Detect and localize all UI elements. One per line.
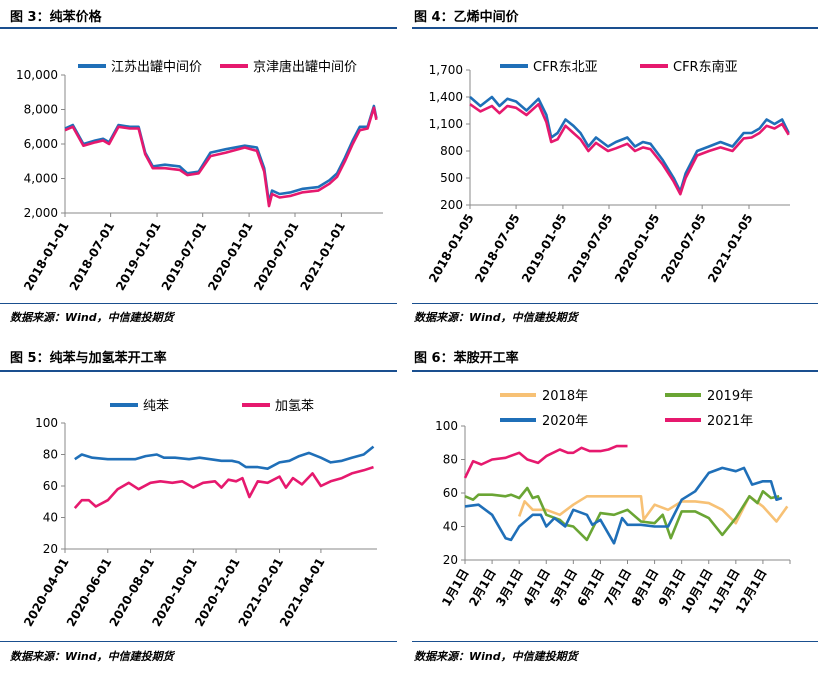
y-tick-label: 200 <box>440 198 463 212</box>
legend-label: 2021年 <box>707 414 753 429</box>
y-tick-label: 1,400 <box>429 90 463 104</box>
chart-ethylene-price: 200 500 800 1,100 1,400 1,700 2018-01-052018-0… <box>426 59 790 285</box>
y-tick-label: 40 <box>443 520 458 534</box>
x-tick-label: 2020-07-05 <box>658 212 709 285</box>
mid2-rule-left <box>0 370 397 372</box>
x-tick-label: 2020-08-01 <box>107 556 158 629</box>
y-tick-label: 1,100 <box>429 117 463 131</box>
series-line <box>469 102 790 196</box>
source-note-2: 数据来源：Wind，中信建投期货 <box>414 311 578 324</box>
mid-rule-left <box>0 303 397 304</box>
y-tick-label: 500 <box>440 171 463 185</box>
top-rule-right <box>412 27 818 29</box>
series-line <box>464 486 780 542</box>
legend-label: 加氢苯 <box>275 399 314 414</box>
x-tick-label: 2018-07-05 <box>472 212 523 285</box>
top-rule-left <box>0 27 397 29</box>
x-tick-label: 2020-10-01 <box>149 556 200 629</box>
chart-title-6: 图 6：苯胺开工率 <box>414 351 519 366</box>
legend-label: 京津唐出罐中间价 <box>253 59 357 75</box>
x-tick-label: 2020-12-01 <box>192 556 243 629</box>
chart-aniline-operating-rate: 204060801001月1日2月1日3月1日4月1日5月1日6月1日7月1日8… <box>435 389 791 616</box>
series-line <box>463 444 628 479</box>
source-note-3: 数据来源：Wind，中信建投期货 <box>10 650 174 663</box>
chart-benzene-price: 2,000 4,000 6,000 8,000 10,000 2018-01-012018… <box>16 59 383 293</box>
x-tick-label: 2021-01-05 <box>705 212 756 285</box>
legend-label: 纯苯 <box>143 399 169 414</box>
x-tick-label: 2020-01-01 <box>205 219 256 292</box>
y-tick-label: 100 <box>435 419 458 433</box>
bottom-rule-right <box>412 641 818 642</box>
series-line <box>464 466 783 545</box>
legend-label: CFR东南亚 <box>673 59 738 75</box>
series-line <box>73 465 374 509</box>
y-tick-label: 100 <box>35 416 58 430</box>
x-tick-label: 2019-07-01 <box>159 220 210 293</box>
x-tick-label: 2019-07-05 <box>565 212 616 285</box>
y-tick-label: 60 <box>43 479 58 493</box>
y-tick-label: 80 <box>43 448 58 462</box>
mid-rule-right <box>412 303 818 304</box>
x-tick-label: 2019-01-05 <box>519 212 570 285</box>
mid2-rule-right <box>412 370 818 372</box>
x-tick-label: 2018-07-01 <box>67 220 118 293</box>
legend-label: 2020年 <box>542 414 588 429</box>
source-note-4: 数据来源：Wind，中信建投期货 <box>414 650 578 663</box>
series-line <box>74 445 375 470</box>
x-tick-label: 2021-04-01 <box>277 556 328 629</box>
x-tick-label: 2021-01-01 <box>297 220 348 293</box>
x-tick-label: 2020-04-01 <box>21 556 72 629</box>
y-tick-label: 20 <box>443 553 458 567</box>
chart-title-4: 图 4：乙烯中间价 <box>414 10 519 25</box>
x-tick-label: 2020-01-05 <box>612 212 663 285</box>
x-tick-label: 2020-07-01 <box>251 220 302 293</box>
y-tick-label: 1,700 <box>429 63 463 77</box>
y-tick-label: 800 <box>440 144 463 158</box>
x-tick-label: 2018-01-05 <box>426 212 477 285</box>
bottom-rule-left <box>0 641 397 642</box>
series-line <box>517 495 789 525</box>
chart-title-3: 图 3：纯苯价格 <box>10 10 102 25</box>
chart-benzene-operating-rate: 20 40 60 80 100 2020-04-012020-06-012020-08-0… <box>21 399 377 629</box>
y-tick-label: 60 <box>443 486 458 500</box>
series-line <box>64 106 378 208</box>
legend-label: 2018年 <box>542 389 588 404</box>
y-tick-label: 80 <box>443 453 458 467</box>
x-tick-label: 2018-01-01 <box>21 220 72 293</box>
y-tick-label: 2,000 <box>24 206 58 220</box>
y-tick-label: 8,000 <box>24 103 58 117</box>
y-tick-label: 40 <box>43 511 58 525</box>
legend-label: CFR东北亚 <box>533 60 598 75</box>
chart-title-5: 图 5：纯苯与加氢苯开工率 <box>10 351 167 366</box>
source-note-1: 数据来源：Wind，中信建投期货 <box>10 311 174 324</box>
y-tick-label: 10,000 <box>16 68 58 82</box>
y-tick-label: 20 <box>43 542 58 556</box>
legend-label: 江苏出罐中间价 <box>111 59 202 75</box>
y-tick-label: 4,000 <box>24 172 58 186</box>
y-tick-label: 6,000 <box>24 137 58 151</box>
x-tick-label: 2019-01-01 <box>113 220 164 293</box>
series-line <box>469 95 790 193</box>
legend-label: 2019年 <box>707 389 753 404</box>
x-tick-label: 2020-06-01 <box>64 556 115 629</box>
